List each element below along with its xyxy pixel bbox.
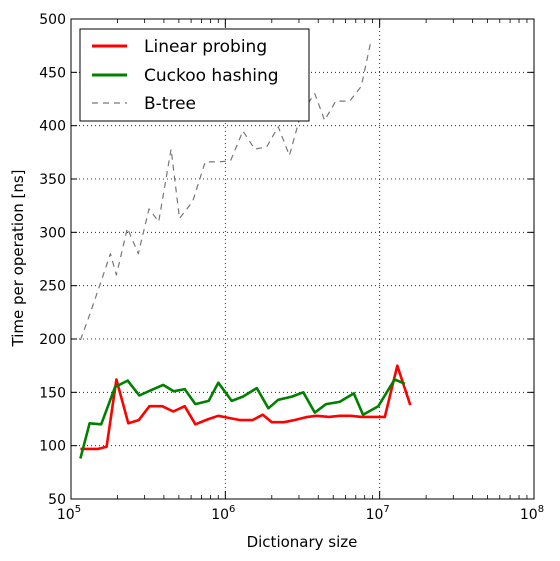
y-tick-label: 50 (48, 492, 66, 508)
x-tick-label: 105 (57, 504, 81, 523)
y-tick-label: 300 (39, 225, 66, 241)
y-tick-label: 400 (39, 119, 66, 135)
y-tick-label: 150 (39, 385, 66, 401)
legend-label-linear-probing: Linear probing (144, 37, 267, 57)
legend-label-cuckoo-hashing: Cuckoo hashing (144, 66, 279, 86)
legend-label-b-tree: B-tree (144, 94, 196, 114)
y-axis-label: Time per operation [ns] (9, 170, 27, 348)
y-tick-label: 200 (39, 332, 66, 348)
plot-frame (70, 18, 535, 500)
x-tick-label: 106 (211, 504, 235, 523)
x-axis-label: Dictionary size (247, 533, 358, 551)
y-tick-label: 450 (39, 65, 66, 81)
y-tick-label: 250 (39, 279, 66, 295)
series-lines (79, 40, 412, 459)
y-tick-label: 100 (39, 439, 66, 455)
y-tick-label: 350 (39, 172, 66, 188)
x-tick-label: 108 (520, 504, 544, 523)
series-line-cuckoo-hashing (79, 378, 406, 459)
tick-labels: 50 100 150 200 250 300 350 400 450 500 105 106 107 10… (39, 12, 544, 523)
axis-ticks (70, 18, 535, 500)
legend: Linear probing Cuckoo hashing B-tree (79, 28, 310, 122)
series-line-linear-probing (80, 364, 412, 451)
x-tick-label: 107 (366, 504, 390, 523)
y-tick-label: 500 (39, 12, 66, 28)
